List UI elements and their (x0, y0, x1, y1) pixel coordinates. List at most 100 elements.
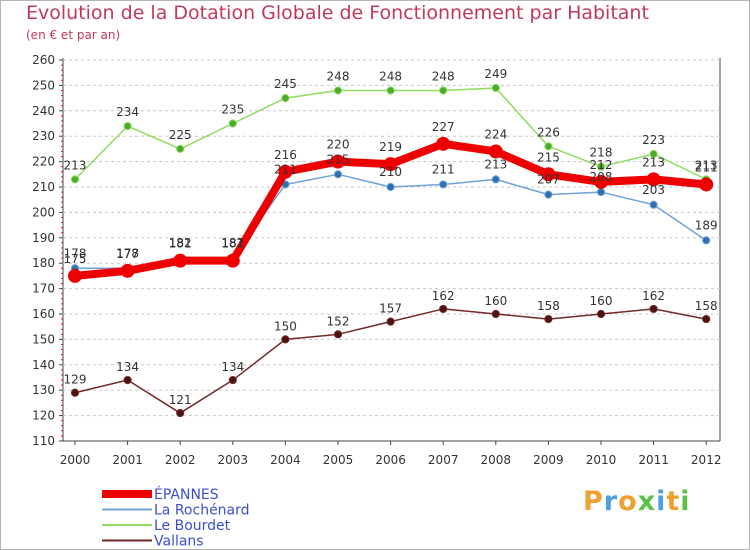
data-point (439, 304, 448, 314)
y-tick-label: 250 (32, 78, 55, 92)
data-label: 211 (695, 160, 718, 174)
data-label: 129 (64, 373, 87, 387)
data-label: 215 (327, 152, 350, 166)
data-point (702, 236, 711, 245)
data-label: 178 (64, 246, 87, 260)
data-label: 121 (169, 393, 192, 407)
y-tick-label: 200 (32, 205, 55, 219)
data-label: 158 (695, 299, 718, 313)
legend-entry-3: Vallans (154, 534, 204, 550)
data-label: 150 (274, 319, 297, 333)
x-tick-label: 2003 (218, 453, 249, 467)
data-label: 249 (484, 67, 507, 81)
data-label: 160 (590, 294, 613, 308)
data-label: 134 (221, 360, 244, 374)
y-tick-label: 120 (32, 409, 55, 423)
x-tick-label: 2001 (112, 453, 143, 467)
data-label: 182 (221, 236, 244, 250)
data-label: 213 (642, 155, 665, 169)
data-point (439, 86, 448, 95)
data-label: 203 (642, 183, 665, 197)
data-label: 213 (484, 157, 507, 171)
x-tick-label: 2009 (533, 453, 564, 467)
data-label: 218 (590, 146, 613, 160)
data-label: 235 (221, 103, 244, 117)
data-label: 181 (169, 237, 192, 251)
y-tick-label: 190 (32, 231, 55, 245)
data-label: 134 (116, 360, 139, 374)
data-point (228, 375, 237, 385)
y-tick-label: 140 (32, 358, 55, 372)
data-label: 248 (327, 69, 350, 83)
data-point (173, 253, 188, 268)
data-point (491, 175, 500, 184)
x-tick-label: 2010 (586, 453, 617, 467)
data-label: 234 (116, 105, 139, 119)
x-tick-label: 2002 (165, 453, 196, 467)
logo-letter: t (666, 486, 681, 517)
data-label: 245 (274, 77, 297, 91)
x-tick-label: 2006 (375, 453, 406, 467)
data-label: 157 (379, 302, 402, 316)
data-label: 227 (432, 120, 455, 134)
data-point (333, 170, 343, 179)
data-label: 162 (642, 289, 665, 303)
data-point (333, 86, 343, 95)
data-point (649, 149, 658, 159)
logo-letter: r (603, 486, 619, 517)
data-label: 211 (274, 162, 297, 176)
data-point (596, 309, 606, 319)
x-tick-label: 2011 (638, 453, 669, 467)
data-point (544, 142, 553, 151)
legend-entry-2: Le Bourdet (154, 518, 231, 534)
x-tick-label: 2012 (691, 453, 722, 467)
x-tick-label: 2008 (481, 453, 512, 467)
data-point (386, 182, 395, 192)
data-point (699, 177, 714, 192)
data-label: 216 (274, 148, 297, 162)
data-point (436, 136, 451, 151)
y-tick-label: 240 (32, 104, 55, 118)
data-label: 189 (695, 218, 718, 232)
x-tick-label: 2005 (323, 453, 354, 467)
data-point (225, 253, 240, 268)
y-tick-label: 230 (32, 129, 55, 143)
x-tick-label: 2004 (270, 453, 301, 467)
data-point (596, 187, 606, 197)
data-label: 224 (484, 127, 507, 141)
y-tick-label: 160 (32, 307, 55, 321)
logo-letter: o (618, 486, 638, 517)
data-label: 219 (379, 140, 402, 154)
data-label: 208 (590, 170, 613, 184)
data-point (70, 388, 80, 397)
data-point (702, 314, 711, 324)
data-point (594, 174, 608, 189)
data-label: 162 (432, 289, 455, 303)
data-label: 210 (379, 165, 402, 179)
y-tick-label: 150 (32, 332, 55, 346)
logo-letter: x (637, 486, 657, 517)
data-point (120, 263, 135, 278)
data-label: 158 (537, 299, 560, 313)
data-label: 212 (590, 158, 613, 172)
data-label: 248 (432, 69, 455, 83)
logo-letter: i (680, 486, 691, 517)
chart-title: Evolution de la Dotation Globale de Fonc… (26, 2, 649, 24)
data-point (176, 408, 185, 418)
logo-letter: P (583, 486, 604, 517)
data-label: 160 (484, 294, 507, 308)
data-point (331, 154, 345, 169)
y-tick-label: 180 (32, 256, 55, 270)
y-tick-label: 170 (32, 282, 55, 296)
y-tick-label: 260 (32, 53, 55, 67)
data-point (544, 314, 553, 324)
data-point (491, 83, 500, 93)
data-point (333, 330, 343, 339)
data-point (176, 144, 185, 153)
x-tick-label: 2000 (60, 453, 91, 467)
data-point (68, 268, 82, 283)
data-label: 213 (64, 158, 87, 172)
data-point (123, 375, 132, 385)
data-point (646, 172, 661, 187)
